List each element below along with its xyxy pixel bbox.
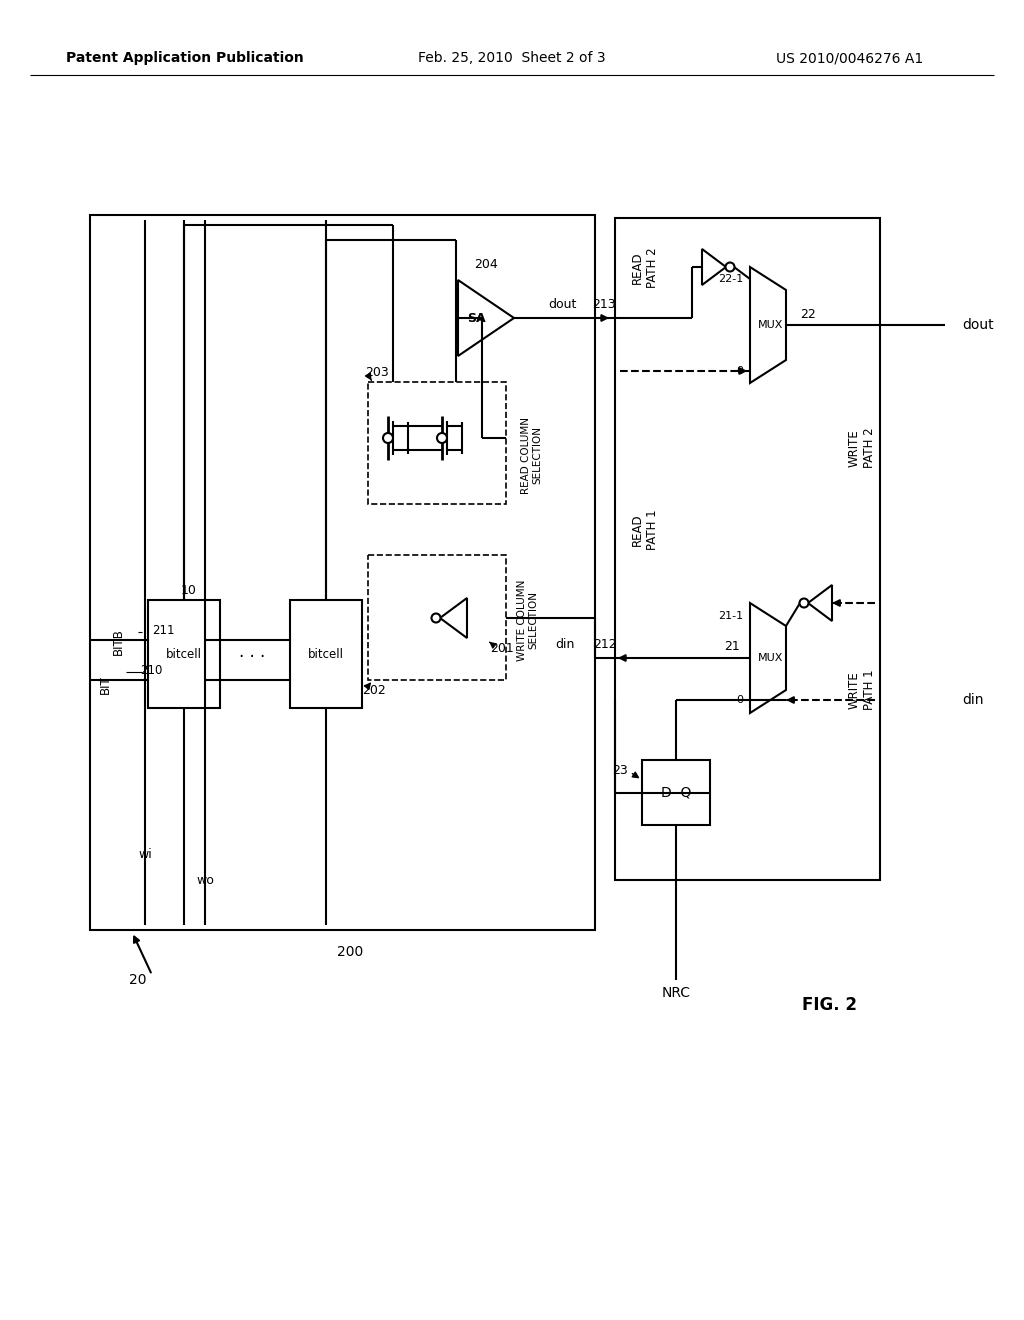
Text: 22: 22 [800,309,816,322]
Text: Feb. 25, 2010  Sheet 2 of 3: Feb. 25, 2010 Sheet 2 of 3 [418,51,606,65]
Text: 203: 203 [365,366,389,379]
Text: 201: 201 [490,642,514,655]
Text: READ COLUMN
SELECTION: READ COLUMN SELECTION [521,417,543,494]
Text: READ
PATH 1: READ PATH 1 [631,510,659,550]
Text: 21-1: 21-1 [718,611,743,620]
Text: 211: 211 [152,623,174,636]
Circle shape [383,433,393,444]
Text: 20: 20 [129,973,146,987]
Bar [368,554,506,680]
Text: US 2010/0046276 A1: US 2010/0046276 A1 [776,51,924,65]
Bar [615,218,880,880]
Text: 210: 210 [140,664,163,676]
Text: MUX: MUX [759,319,783,330]
Text: wi: wi [138,849,152,862]
Bar [290,601,362,708]
Text: BIT: BIT [98,676,112,694]
Text: WRITE
PATH 2: WRITE PATH 2 [848,428,876,469]
Bar [90,215,595,931]
Text: 200: 200 [337,945,364,960]
Text: 10: 10 [181,583,197,597]
Text: 212: 212 [593,639,616,652]
Text: din: din [962,693,983,708]
Circle shape [437,433,447,444]
Text: WRITE
PATH 1: WRITE PATH 1 [848,669,876,710]
Text: bitcell: bitcell [166,648,202,660]
Text: SA: SA [467,312,485,325]
Text: D  Q: D Q [660,785,691,800]
Text: 23: 23 [612,763,628,776]
Circle shape [800,598,809,607]
Text: MUX: MUX [759,653,783,663]
Bar [642,760,710,825]
Text: wo: wo [196,874,214,887]
Text: dout: dout [962,318,993,333]
Text: 213: 213 [592,298,615,312]
Text: 22-1: 22-1 [718,275,743,284]
Text: NRC: NRC [662,986,690,1001]
Text: 204: 204 [474,257,498,271]
Text: din: din [555,639,574,652]
Text: Patent Application Publication: Patent Application Publication [67,51,304,65]
Circle shape [431,614,440,623]
Text: . . .: . . . [239,643,265,661]
Text: BITB: BITB [112,628,125,656]
Text: 0: 0 [736,696,743,705]
Text: 202: 202 [362,684,386,697]
Text: bitcell: bitcell [308,648,344,660]
Text: 21: 21 [724,639,740,652]
Text: 0: 0 [736,366,743,376]
Bar [148,601,220,708]
Text: READ
PATH 2: READ PATH 2 [631,248,659,288]
Bar [368,381,506,504]
Text: dout: dout [548,298,577,312]
Circle shape [725,263,734,272]
Text: FIG. 2: FIG. 2 [803,997,857,1014]
Text: WRITE COLUMN
SELECTION: WRITE COLUMN SELECTION [517,579,539,661]
